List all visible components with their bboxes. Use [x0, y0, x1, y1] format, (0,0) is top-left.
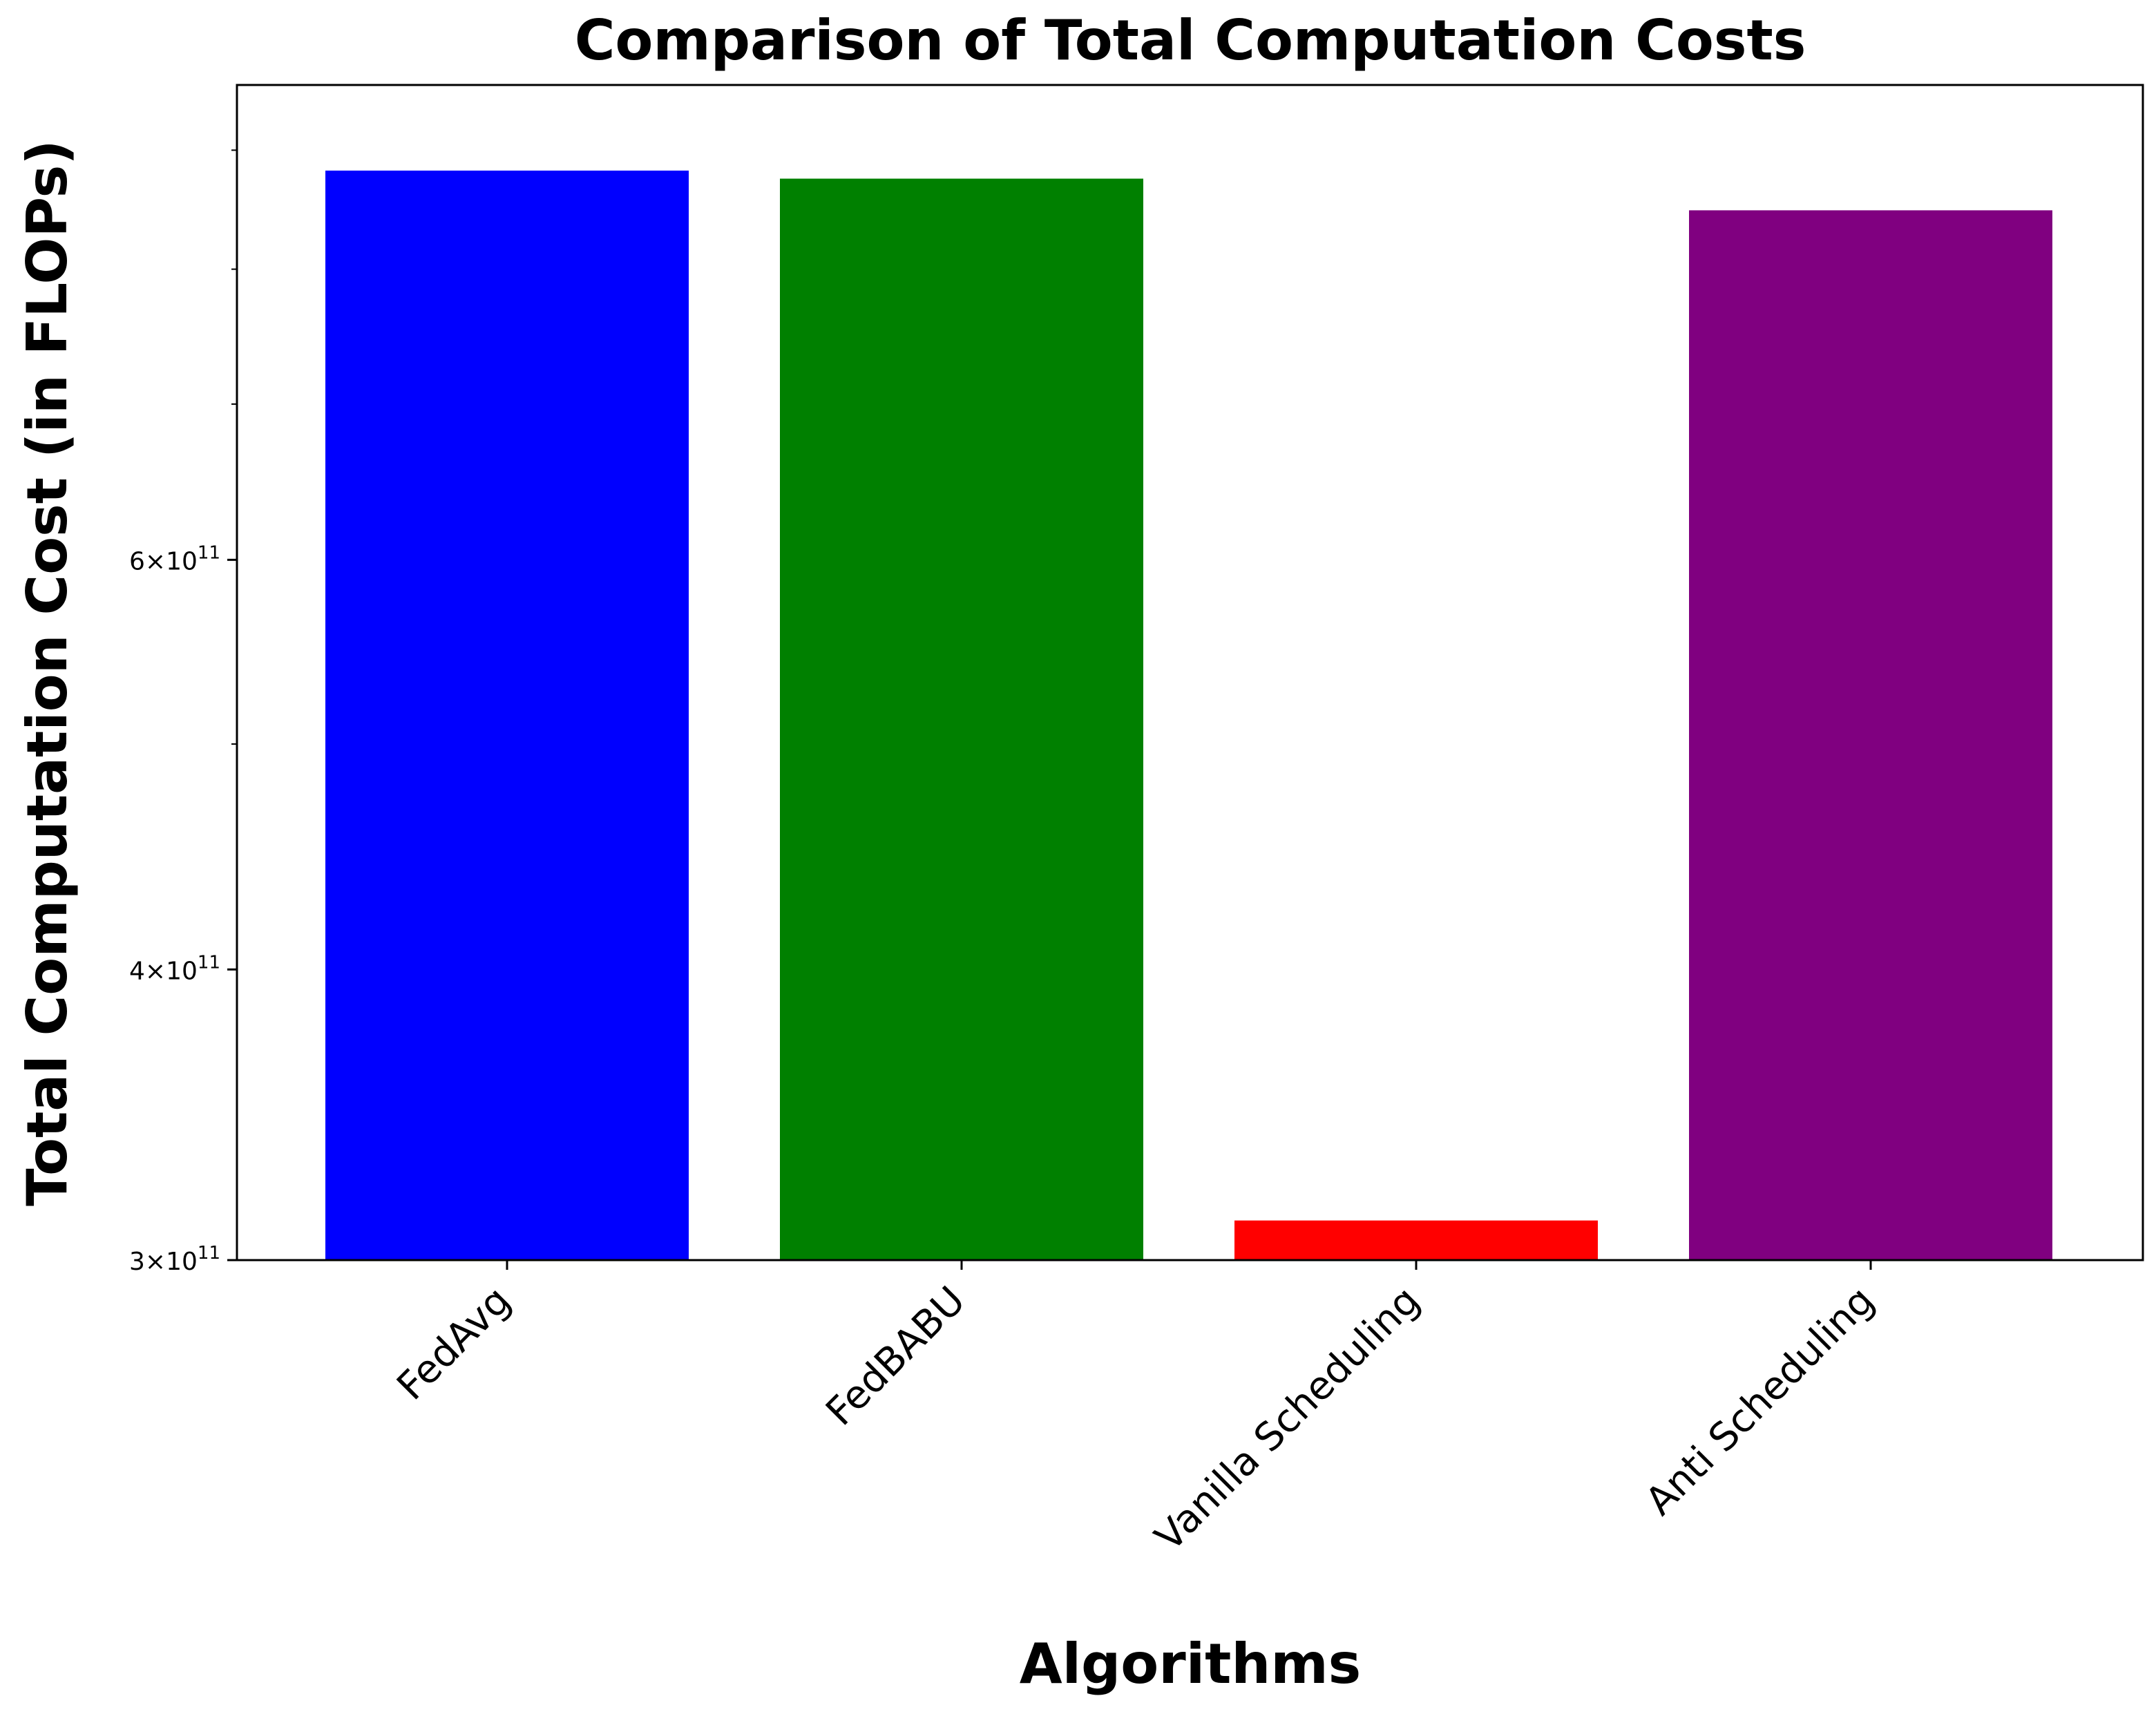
plot-area-frame	[236, 84, 2144, 1261]
bar	[1689, 210, 2052, 1260]
bars-layer	[325, 170, 2052, 1261]
bar	[325, 170, 689, 1261]
chart-title: Comparison of Total Computation Costs	[575, 8, 1806, 73]
bar	[780, 178, 1143, 1261]
y-tick-label: 6×1011	[129, 542, 220, 575]
x-axis-label: Algorithms	[1020, 1632, 1362, 1696]
y-tick-label: 3×1011	[129, 1243, 220, 1276]
y-axis-ticks: 3×1011 4×1011 6×1011	[129, 149, 237, 1276]
y-axis-label: Total Computation Cost (in FLOPs)	[15, 140, 79, 1206]
bar	[1234, 1220, 1598, 1260]
y-tick-label: 4×1011	[129, 952, 220, 985]
